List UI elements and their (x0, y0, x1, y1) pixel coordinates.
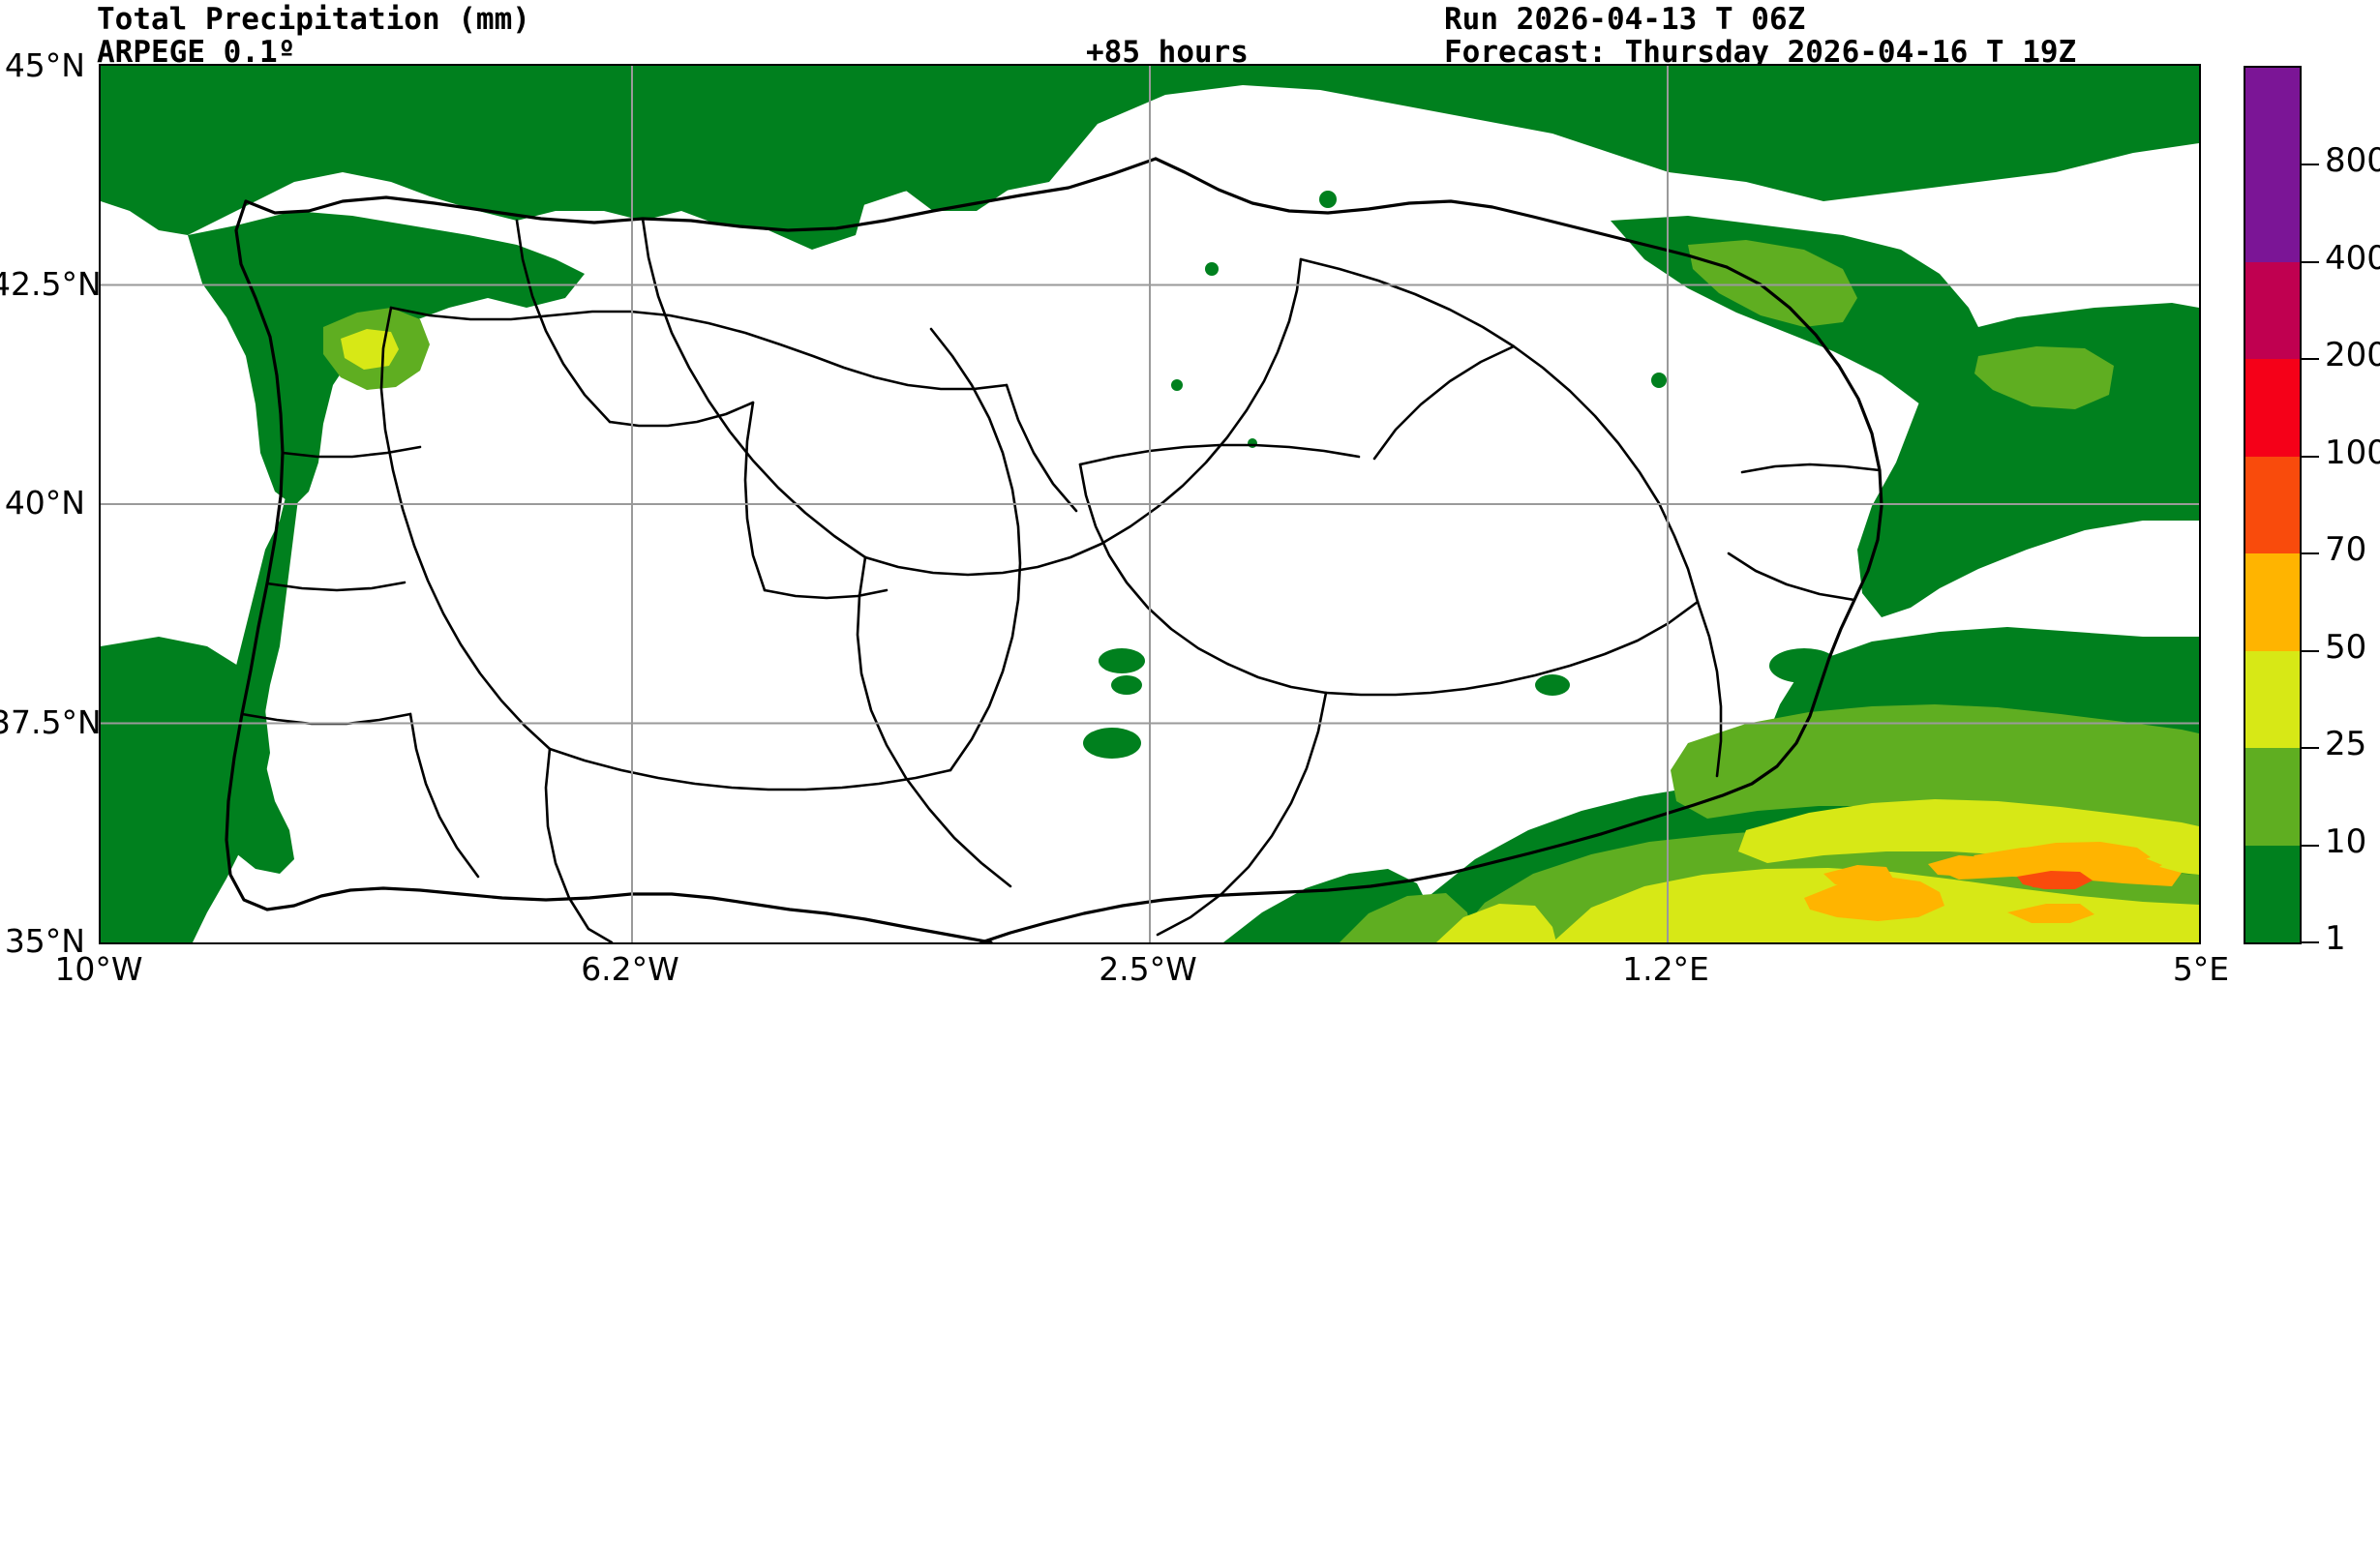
run-label: Run 2026-04-13 T 06Z (1444, 2, 1806, 37)
xtick-label-6.2W: 6.2°W (581, 950, 679, 988)
colorbar-tick-10 (2302, 844, 2319, 847)
colorbar-segment-25 (2245, 650, 2300, 749)
colorbar[interactable] (2244, 66, 2302, 944)
xtick-label-1.2E: 1.2°E (1622, 950, 1709, 988)
colorbar-label-70: 70 (2325, 530, 2367, 570)
colorbar-label-400: 400 (2325, 238, 2380, 278)
colorbar-tick-25 (2302, 747, 2319, 750)
contour-band-70 (2017, 871, 2093, 889)
page-title: Total Precipitation (mm) (97, 2, 530, 37)
colorbar-label-50: 50 (2325, 627, 2367, 667)
xtick-label-5E: 5°E (2172, 950, 2230, 988)
colorbar-segment-100 (2245, 359, 2300, 457)
colorbar-segment-50 (2245, 553, 2300, 651)
colorbar-segment-400 (2245, 164, 2300, 262)
xtick-label-10W: 10°W (54, 950, 143, 988)
map-header: Total Precipitation (mm) ARPEGE 0.1º +85… (0, 0, 2380, 70)
colorbar-label-1: 1 (2325, 919, 2346, 958)
precipitation-contours (101, 66, 2199, 942)
colorbar-label-10: 10 (2325, 821, 2367, 861)
colorbar-segment-70 (2245, 456, 2300, 554)
colorbar-segment-10 (2245, 748, 2300, 846)
contour-band-50 (1804, 842, 2182, 923)
colorbar-segment-200 (2245, 261, 2300, 360)
ytick-label-42.5N: 42.5°N (0, 265, 102, 303)
graticule (101, 66, 2199, 942)
ytick-label-37.5N: 37.5°N (0, 703, 102, 741)
colorbar-segment-800 (2245, 68, 2300, 165)
xtick-label-2.5W: 2.5°W (1099, 950, 1197, 988)
colorbar-label-800: 800 (2325, 141, 2380, 181)
ytick-label-40N: 40°N (4, 484, 85, 522)
colorbar-label-100: 100 (2325, 433, 2380, 472)
ytick-label-45N: 45°N (4, 46, 85, 84)
colorbar-tick-200 (2302, 358, 2319, 361)
map-canvas (101, 66, 2199, 942)
colorbar-tick-1 (2302, 941, 2319, 943)
colorbar-segment-1 (2245, 845, 2300, 942)
colorbar-tick-400 (2302, 260, 2319, 263)
colorbar-label-200: 200 (2325, 336, 2380, 375)
colorbar-tick-100 (2302, 455, 2319, 458)
contour-specks (1083, 191, 1839, 759)
map-plot-area[interactable] (99, 64, 2201, 944)
ytick-label-35N: 35°N (4, 922, 85, 960)
colorbar-label-25: 25 (2325, 725, 2367, 764)
colorbar-tick-70 (2302, 552, 2319, 555)
colorbar-tick-800 (2302, 164, 2319, 166)
colorbar-tick-50 (2302, 649, 2319, 652)
